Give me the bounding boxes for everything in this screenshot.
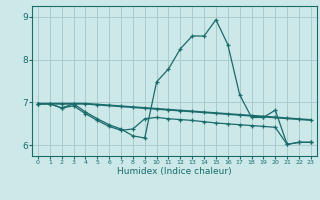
X-axis label: Humidex (Indice chaleur): Humidex (Indice chaleur) xyxy=(117,167,232,176)
